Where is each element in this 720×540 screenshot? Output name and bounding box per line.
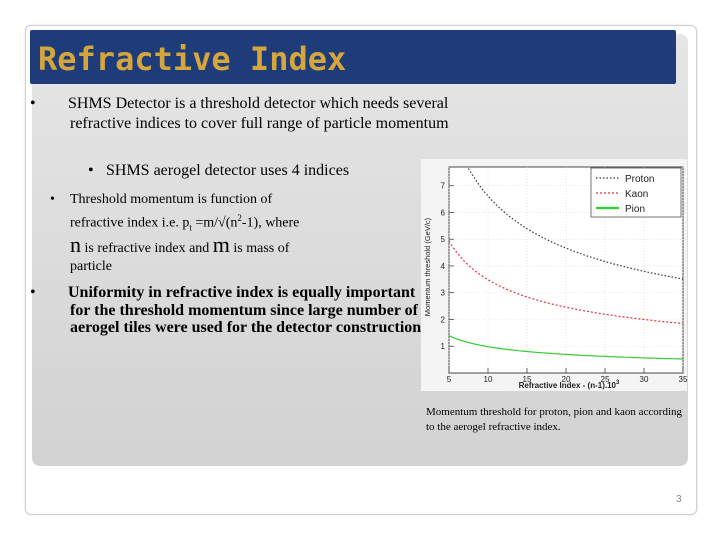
bullet-dot-icon: • bbox=[30, 284, 36, 301]
chart-caption: Momentum threshold for proton, pion and … bbox=[426, 406, 683, 433]
y-tick-label: 6 bbox=[441, 208, 446, 217]
formula-line-3: n is refractive index and m is mass of bbox=[70, 232, 290, 258]
chart-box: 5 10 15 20 25 30 35 1 2 3 4 5 6 7 Proton Kaon Pion Mome… bbox=[421, 159, 688, 391]
formula-line-4: particle bbox=[70, 259, 112, 275]
legend-label-pion: Pion bbox=[625, 204, 645, 215]
x-axis-label: Refractive Index - (n-1).103 bbox=[519, 380, 620, 390]
slide-title: Refractive Index bbox=[38, 40, 347, 78]
bullet-text: Uniformity in refractive index is equall… bbox=[68, 284, 422, 336]
x-tick-label: 35 bbox=[679, 375, 687, 384]
momentum-threshold-chart: 5 10 15 20 25 30 35 1 2 3 4 5 6 7 Proton Kaon Pion Mome… bbox=[423, 166, 688, 390]
y-tick-label: 7 bbox=[441, 182, 446, 191]
page-number: 3 bbox=[676, 494, 682, 505]
bullet-text: SHMS Detector is a threshold detector wh… bbox=[68, 95, 449, 132]
bullet-dot-icon: • bbox=[88, 162, 94, 179]
y-tick-label: 2 bbox=[441, 315, 446, 324]
bullet-dot-icon: • bbox=[30, 95, 36, 112]
x-tick-label: 10 bbox=[484, 375, 493, 384]
bullet-aerogel-indices: • SHMS aerogel detector uses 4 indices bbox=[88, 161, 408, 181]
y-tick-label: 4 bbox=[441, 262, 446, 271]
legend-label-proton: Proton bbox=[625, 174, 654, 185]
y-tick-label: 5 bbox=[441, 235, 446, 244]
bullet-dot-icon: • bbox=[50, 192, 55, 207]
series-line-pion bbox=[448, 335, 684, 360]
x-tick-label: 15 bbox=[523, 375, 532, 384]
x-tick-label: 20 bbox=[562, 375, 571, 384]
bullet-text: SHMS aerogel detector uses 4 indices bbox=[106, 162, 350, 179]
series-line-proton bbox=[467, 168, 684, 280]
series-line-kaon bbox=[448, 240, 684, 325]
bullet-shms-threshold: • SHMS Detector is a threshold detector w… bbox=[30, 94, 510, 134]
bullet-uniformity: • Uniformity in refractive index is equal… bbox=[30, 284, 435, 337]
formula-line-2: refractive index i.e. pt =m/√(n2-1), whe… bbox=[70, 213, 300, 233]
legend-label-kaon: Kaon bbox=[625, 189, 648, 200]
y-tick-label: 1 bbox=[441, 342, 446, 351]
bullet-threshold-momentum: • Threshold momentum is function of refra… bbox=[50, 191, 410, 276]
formula-line-1: • Threshold momentum is function of bbox=[50, 192, 273, 207]
y-tick-label: 3 bbox=[441, 289, 446, 298]
x-tick-label: 25 bbox=[601, 375, 610, 384]
title-bar bbox=[30, 30, 676, 84]
x-tick-label: 30 bbox=[640, 375, 649, 384]
y-axis-label: Momentum threshold (GeV/c) bbox=[423, 217, 432, 316]
x-tick-label: 5 bbox=[447, 375, 452, 384]
